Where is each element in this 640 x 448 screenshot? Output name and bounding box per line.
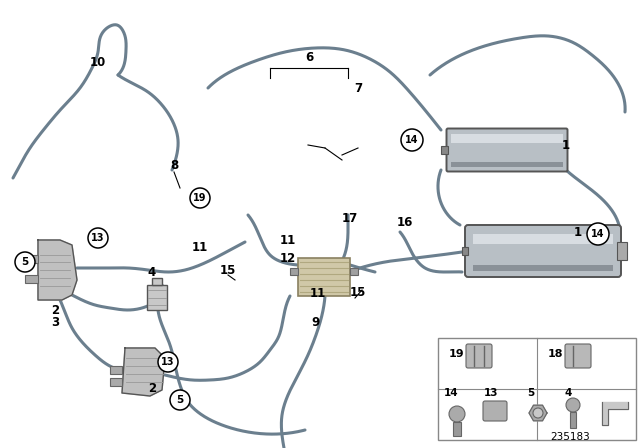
Circle shape — [15, 252, 35, 272]
Text: 16: 16 — [397, 215, 413, 228]
Text: 1: 1 — [574, 225, 582, 238]
Circle shape — [566, 398, 580, 412]
Bar — [462, 247, 468, 255]
Text: 10: 10 — [90, 56, 106, 69]
Circle shape — [587, 223, 609, 245]
Bar — [441, 146, 448, 154]
Text: 13: 13 — [484, 388, 499, 398]
Circle shape — [170, 390, 190, 410]
Text: 5: 5 — [177, 395, 184, 405]
Bar — [290, 268, 298, 275]
Bar — [152, 278, 162, 285]
Text: 14: 14 — [591, 229, 605, 239]
FancyBboxPatch shape — [466, 344, 492, 368]
FancyBboxPatch shape — [447, 129, 568, 172]
Bar — [110, 378, 122, 386]
Bar — [451, 162, 563, 167]
Circle shape — [88, 228, 108, 248]
Text: 2: 2 — [51, 303, 59, 316]
Text: 8: 8 — [170, 159, 178, 172]
Polygon shape — [529, 405, 547, 421]
Text: 5: 5 — [21, 257, 29, 267]
Text: 13: 13 — [161, 357, 175, 367]
Polygon shape — [602, 402, 628, 425]
Text: 9: 9 — [311, 315, 319, 328]
Circle shape — [401, 129, 423, 151]
Polygon shape — [122, 348, 165, 396]
Text: 17: 17 — [342, 211, 358, 224]
Bar — [438, 338, 636, 440]
Text: 19: 19 — [193, 193, 207, 203]
Text: 11: 11 — [280, 233, 296, 246]
Text: 14: 14 — [405, 135, 419, 145]
Text: 4: 4 — [148, 266, 156, 279]
Circle shape — [533, 408, 543, 418]
Text: 1: 1 — [562, 138, 570, 151]
Bar — [617, 242, 627, 260]
Bar — [451, 134, 563, 143]
Circle shape — [190, 188, 210, 208]
Text: 2: 2 — [148, 382, 156, 395]
Bar — [570, 412, 576, 428]
Text: 15: 15 — [220, 263, 236, 276]
Text: 6: 6 — [305, 51, 313, 64]
Text: 19: 19 — [448, 349, 464, 359]
Bar — [25, 275, 38, 283]
Bar — [147, 285, 167, 310]
Bar — [298, 258, 350, 296]
Text: 7: 7 — [354, 82, 362, 95]
Text: 13: 13 — [92, 233, 105, 243]
Circle shape — [158, 352, 178, 372]
Bar — [453, 422, 461, 436]
Bar — [110, 366, 122, 374]
Text: 3: 3 — [51, 315, 59, 328]
Bar — [473, 234, 613, 244]
Bar — [25, 255, 38, 263]
FancyBboxPatch shape — [565, 344, 591, 368]
Bar — [350, 268, 358, 275]
Text: 12: 12 — [280, 251, 296, 264]
FancyBboxPatch shape — [465, 225, 621, 277]
Text: 5: 5 — [527, 388, 534, 398]
Text: 11: 11 — [192, 241, 208, 254]
Text: 11: 11 — [310, 287, 326, 300]
Polygon shape — [38, 240, 77, 300]
Bar — [473, 265, 613, 271]
Circle shape — [449, 406, 465, 422]
Text: 4: 4 — [564, 388, 572, 398]
FancyBboxPatch shape — [483, 401, 507, 421]
Text: 235183: 235183 — [550, 432, 590, 442]
Text: 18: 18 — [547, 349, 563, 359]
Text: 15: 15 — [350, 285, 366, 298]
Text: 14: 14 — [444, 388, 458, 398]
